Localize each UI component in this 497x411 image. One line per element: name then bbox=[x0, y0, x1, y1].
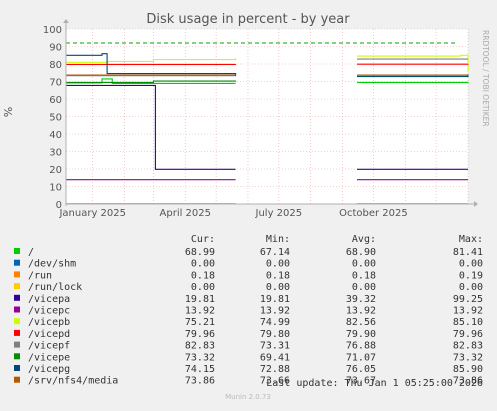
legend-series-name: /srv/nfs4/media bbox=[28, 376, 118, 387]
legend-swatch bbox=[14, 248, 20, 254]
side-label: RRDTOOL / TOBI OETIKER bbox=[481, 30, 490, 127]
legend-swatch bbox=[14, 283, 20, 289]
legend-swatch bbox=[14, 307, 20, 313]
legend-value-avg: 0.18 bbox=[352, 270, 376, 281]
legend-value-max: 79.96 bbox=[453, 329, 483, 340]
legend-series-name: /run/lock bbox=[28, 282, 82, 293]
legend-value-cur: 73.32 bbox=[185, 352, 215, 363]
legend-value-avg: 0.00 bbox=[352, 282, 376, 293]
legend-value-min: 73.31 bbox=[260, 341, 290, 352]
y-axis-label: % bbox=[2, 107, 15, 117]
legend-value-min: 74.99 bbox=[260, 317, 290, 328]
x-tick-label: October 2025 bbox=[339, 208, 408, 219]
legend-value-max: 0.00 bbox=[459, 259, 483, 270]
legend-series-name: /run bbox=[28, 270, 52, 281]
legend-value-min: 67.14 bbox=[260, 247, 290, 258]
legend-series-name: /vicepa bbox=[28, 294, 70, 305]
legend-value-max: 13.92 bbox=[453, 306, 483, 317]
legend-value-avg: 68.90 bbox=[346, 247, 376, 258]
y-tick-label: 20 bbox=[49, 165, 62, 176]
legend-series-name: /vicepe bbox=[28, 352, 70, 363]
legend-value-max: 0.00 bbox=[459, 282, 483, 293]
y-tick-label: 10 bbox=[49, 183, 62, 194]
legend-value-cur: 0.00 bbox=[191, 259, 215, 270]
legend-swatch bbox=[14, 318, 20, 324]
legend-series-name: /vicepg bbox=[28, 364, 70, 375]
legend-swatch bbox=[14, 365, 20, 371]
y-tick-label: 70 bbox=[49, 78, 62, 89]
x-tick-label: July 2025 bbox=[255, 208, 303, 219]
legend-value-max: 85.90 bbox=[453, 364, 483, 375]
footer-version: Munin 2.0.73 bbox=[225, 393, 271, 401]
legend-value-cur: 73.86 bbox=[185, 376, 215, 387]
legend-value-cur: 82.83 bbox=[185, 341, 215, 352]
legend-value-avg: 13.92 bbox=[346, 306, 376, 317]
legend-swatch bbox=[14, 330, 20, 336]
legend-series-name: /vicepf bbox=[28, 341, 70, 352]
legend-value-min: 13.92 bbox=[260, 306, 290, 317]
legend-value-cur: 19.81 bbox=[185, 294, 215, 305]
legend-value-cur: 79.96 bbox=[185, 329, 215, 340]
legend-value-cur: 75.21 bbox=[185, 317, 215, 328]
legend-value-min: 0.00 bbox=[266, 282, 290, 293]
legend-value-max: 73.32 bbox=[453, 352, 483, 363]
legend-series-name: /dev/shm bbox=[28, 259, 76, 270]
legend-value-min: 79.80 bbox=[260, 329, 290, 340]
legend-value-avg: 76.88 bbox=[346, 341, 376, 352]
legend-value-min: 19.81 bbox=[260, 294, 290, 305]
y-tick-label: 80 bbox=[49, 60, 62, 71]
legend-series-name: /vicepb bbox=[28, 317, 70, 328]
legend-value-max: 0.19 bbox=[459, 270, 483, 281]
legend-value-min: 0.18 bbox=[266, 270, 290, 281]
legend-value-min: 0.00 bbox=[266, 259, 290, 270]
x-tick-label: April 2025 bbox=[160, 208, 211, 219]
legend-value-cur: 68.99 bbox=[185, 247, 215, 258]
chart-title: Disk usage in percent - by year bbox=[146, 12, 350, 27]
x-tick-label: January 2025 bbox=[58, 208, 126, 219]
legend-swatch bbox=[14, 342, 20, 348]
y-tick-label: 60 bbox=[49, 95, 62, 106]
legend-series-name: /vicepd bbox=[28, 329, 70, 340]
legend-value-avg: 0.00 bbox=[352, 259, 376, 270]
legend-header: Min: bbox=[266, 234, 290, 245]
legend-swatch bbox=[14, 377, 20, 383]
legend-swatch bbox=[14, 271, 20, 277]
legend-series-name: /vicepc bbox=[28, 306, 70, 317]
legend-value-cur: 0.00 bbox=[191, 282, 215, 293]
legend-header: Cur: bbox=[191, 234, 215, 245]
legend-value-cur: 0.18 bbox=[191, 270, 215, 281]
legend-value-cur: 74.15 bbox=[185, 364, 215, 375]
legend-value-cur: 13.92 bbox=[185, 306, 215, 317]
legend-value-avg: 79.90 bbox=[346, 329, 376, 340]
legend-value-avg: 76.05 bbox=[346, 364, 376, 375]
y-tick-label: 100 bbox=[43, 25, 62, 36]
legend-value-avg: 82.56 bbox=[346, 317, 376, 328]
legend-value-max: 81.41 bbox=[453, 247, 483, 258]
legend-swatch bbox=[14, 260, 20, 266]
y-tick-label: 40 bbox=[49, 130, 62, 141]
y-tick-label: 90 bbox=[49, 43, 62, 54]
legend-value-avg: 71.07 bbox=[346, 352, 376, 363]
legend-value-max: 99.25 bbox=[453, 294, 483, 305]
y-tick-label: 50 bbox=[49, 113, 62, 124]
legend-header: Avg: bbox=[352, 234, 376, 245]
legend-value-min: 69.41 bbox=[260, 352, 290, 363]
y-tick-label: 30 bbox=[49, 148, 62, 159]
legend-series-name: / bbox=[28, 247, 34, 258]
last-update: Last update: Thu Jan 1 05:25:00 2026 bbox=[266, 378, 483, 389]
legend-swatch bbox=[14, 353, 20, 359]
legend-value-min: 72.88 bbox=[260, 364, 290, 375]
legend-header: Max: bbox=[459, 234, 483, 245]
legend-swatch bbox=[14, 295, 20, 301]
legend-value-max: 85.10 bbox=[453, 317, 483, 328]
legend-value-max: 82.83 bbox=[453, 341, 483, 352]
legend-value-avg: 39.32 bbox=[346, 294, 376, 305]
